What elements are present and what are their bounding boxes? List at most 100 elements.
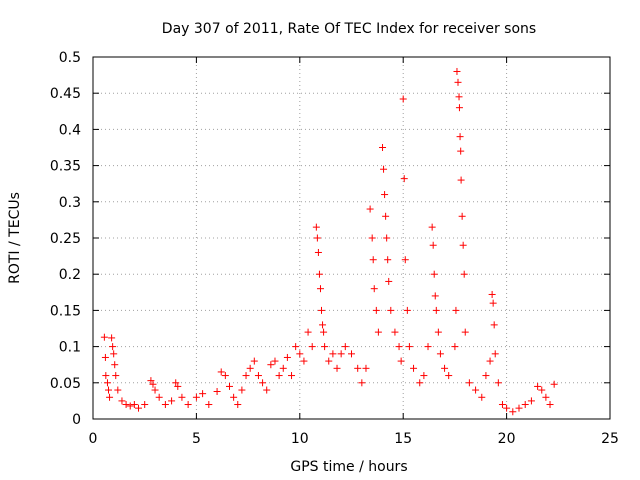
chart-title: Day 307 of 2011, Rate Of TEC Index for r…	[162, 21, 536, 37]
data-point	[111, 361, 119, 369]
data-point	[114, 386, 122, 394]
data-point	[213, 387, 221, 395]
data-point	[283, 353, 291, 361]
data-point	[387, 306, 395, 314]
axis-ticks: 0 5 10 15 20 25 0 0.05 0.1 0.15 0.2 0.25 0.3 0.35 0.4 0…	[50, 50, 619, 447]
data-point	[168, 397, 176, 405]
data-point	[461, 328, 469, 336]
data-point	[515, 404, 523, 412]
x-tick-label: 10	[291, 431, 309, 447]
data-point	[399, 95, 407, 103]
data-point	[458, 212, 466, 220]
data-point	[366, 205, 374, 213]
data-point	[184, 401, 192, 409]
x-tick-label: 25	[601, 431, 619, 447]
data-point	[112, 372, 120, 380]
data-point	[259, 379, 267, 387]
data-point	[348, 350, 355, 358]
data-point	[436, 350, 444, 358]
data-point	[126, 402, 134, 410]
data-point	[110, 350, 118, 358]
data-point	[275, 372, 283, 380]
data-point	[451, 343, 459, 351]
data-point	[369, 256, 377, 264]
data-point	[383, 234, 391, 242]
data-point	[400, 175, 408, 183]
data-point	[403, 306, 411, 314]
data-point	[102, 372, 110, 380]
data-point	[370, 285, 378, 293]
data-point	[395, 343, 403, 351]
data-point	[445, 372, 453, 380]
y-tick-label: 0.15	[50, 303, 81, 319]
data-point	[486, 357, 494, 365]
data-point	[521, 401, 529, 409]
data-point	[542, 393, 550, 401]
data-point	[362, 364, 370, 372]
data-point	[288, 372, 296, 380]
data-point	[380, 165, 388, 173]
data-point	[457, 147, 465, 155]
grid	[93, 57, 610, 419]
data-point	[192, 393, 200, 401]
data-point	[254, 372, 262, 380]
data-point	[431, 292, 439, 300]
x-tick-label: 0	[89, 431, 98, 447]
data-point	[453, 67, 461, 75]
data-point	[465, 379, 473, 387]
data-point	[225, 382, 233, 390]
data-point	[550, 380, 558, 388]
x-tick-label: 20	[498, 431, 516, 447]
data-point	[472, 386, 480, 394]
data-point	[105, 386, 113, 394]
data-point	[329, 350, 337, 358]
y-axis-label: ROTI / TECUs	[7, 192, 23, 284]
data-point	[489, 299, 497, 307]
data-point	[429, 241, 437, 249]
data-point	[452, 306, 460, 314]
data-point	[316, 285, 324, 293]
data-point	[279, 364, 287, 372]
data-point	[454, 78, 462, 86]
data-point	[315, 270, 323, 278]
data-point	[333, 364, 341, 372]
data-point	[498, 401, 506, 409]
data-point	[161, 401, 169, 409]
data-point	[300, 357, 308, 365]
data-point	[319, 321, 327, 329]
data-point	[321, 343, 329, 351]
data-point	[304, 328, 312, 336]
data-point	[271, 357, 279, 365]
data-point	[401, 256, 409, 264]
data-point	[374, 328, 382, 336]
data-point	[354, 364, 362, 372]
x-tick-label: 15	[394, 431, 412, 447]
data-point	[263, 386, 271, 394]
data-point	[234, 401, 242, 409]
data-point	[325, 357, 333, 365]
data-point	[434, 328, 442, 336]
data-point	[130, 401, 138, 409]
data-point	[217, 368, 225, 376]
y-tick-label: 0.4	[59, 122, 81, 138]
y-tick-label: 0.35	[50, 159, 81, 175]
data-point	[341, 343, 349, 351]
data-point	[385, 277, 393, 285]
data-point	[534, 382, 542, 390]
data-point	[428, 223, 436, 231]
y-tick-label: 0.2	[59, 267, 81, 283]
data-point	[460, 270, 468, 278]
data-point	[397, 357, 405, 365]
y-tick-label: 0.5	[59, 50, 81, 66]
y-tick-label: 0.45	[50, 86, 81, 102]
data-point	[337, 350, 345, 358]
data-point	[149, 380, 157, 388]
data-point	[459, 241, 467, 249]
y-tick-label: 0.3	[59, 195, 81, 211]
data-point	[230, 393, 238, 401]
data-point	[100, 333, 108, 341]
data-point	[382, 212, 390, 220]
data-point	[101, 353, 109, 361]
data-point	[509, 408, 517, 416]
